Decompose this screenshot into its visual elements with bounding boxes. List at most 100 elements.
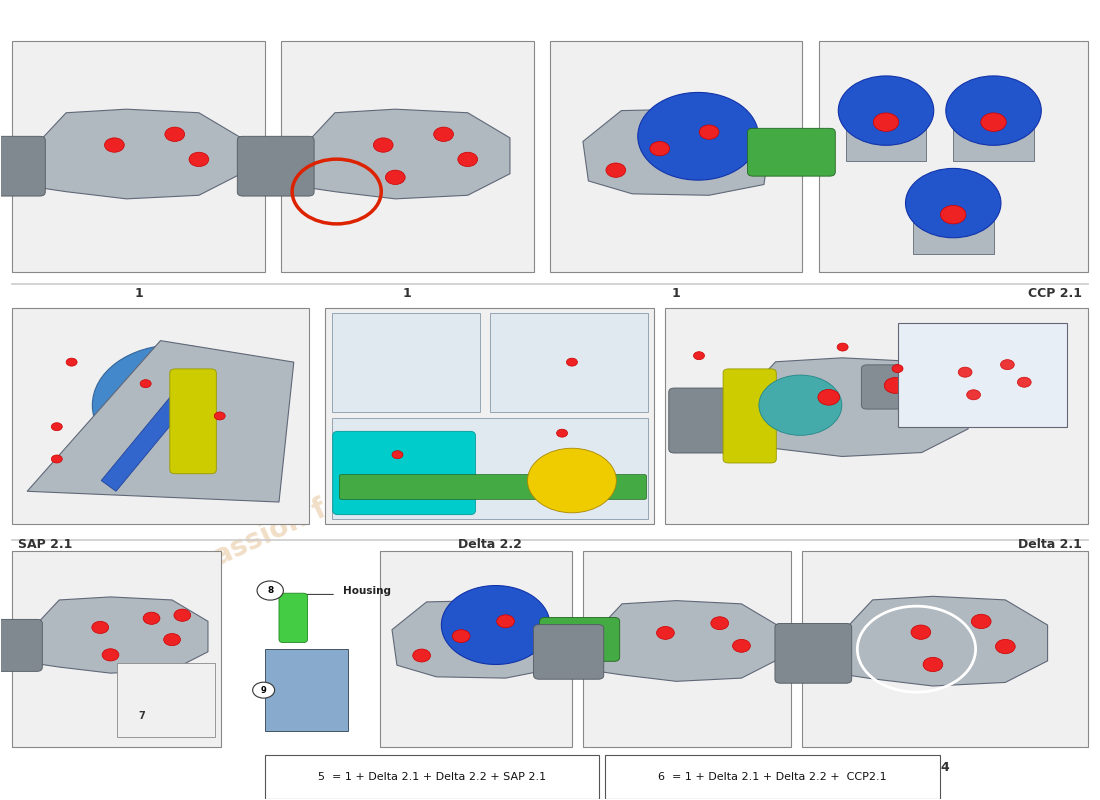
Circle shape — [837, 343, 848, 351]
Polygon shape — [843, 596, 1047, 686]
FancyBboxPatch shape — [540, 618, 619, 662]
Circle shape — [711, 617, 728, 630]
FancyBboxPatch shape — [818, 42, 1088, 273]
Circle shape — [66, 358, 77, 366]
FancyBboxPatch shape — [238, 136, 315, 196]
FancyBboxPatch shape — [282, 42, 534, 273]
Circle shape — [566, 358, 578, 366]
Circle shape — [174, 609, 190, 622]
Circle shape — [958, 367, 972, 377]
Text: 1: 1 — [403, 286, 411, 300]
Circle shape — [433, 127, 453, 142]
Circle shape — [458, 152, 477, 166]
Circle shape — [214, 412, 225, 420]
Text: Delta 2.2: Delta 2.2 — [458, 538, 521, 551]
Polygon shape — [595, 601, 780, 682]
Circle shape — [838, 76, 934, 146]
FancyBboxPatch shape — [379, 551, 572, 746]
Polygon shape — [34, 597, 208, 673]
FancyBboxPatch shape — [265, 649, 348, 731]
Circle shape — [164, 634, 180, 646]
FancyBboxPatch shape — [802, 551, 1088, 746]
Polygon shape — [583, 109, 769, 195]
Circle shape — [412, 649, 430, 662]
Circle shape — [650, 142, 670, 156]
Circle shape — [911, 625, 931, 639]
Circle shape — [818, 390, 839, 405]
FancyBboxPatch shape — [0, 619, 42, 671]
FancyBboxPatch shape — [12, 551, 221, 746]
Circle shape — [759, 375, 842, 435]
Circle shape — [92, 622, 109, 634]
Polygon shape — [36, 109, 241, 199]
FancyBboxPatch shape — [332, 313, 480, 412]
Circle shape — [693, 352, 704, 360]
FancyBboxPatch shape — [748, 128, 835, 176]
FancyBboxPatch shape — [898, 323, 1067, 426]
Circle shape — [143, 612, 160, 624]
Polygon shape — [305, 109, 510, 199]
Circle shape — [1001, 360, 1014, 370]
Text: SAP 2.1: SAP 2.1 — [18, 538, 73, 551]
Circle shape — [884, 378, 906, 394]
FancyBboxPatch shape — [846, 110, 926, 162]
Circle shape — [392, 450, 403, 458]
Circle shape — [946, 76, 1042, 146]
FancyBboxPatch shape — [332, 418, 648, 519]
Circle shape — [253, 682, 275, 698]
Circle shape — [873, 113, 899, 131]
Circle shape — [257, 581, 284, 600]
FancyBboxPatch shape — [913, 203, 993, 254]
Text: 2: 2 — [472, 761, 481, 774]
Circle shape — [981, 113, 1007, 131]
Text: a passion for parts since 1965: a passion for parts since 1965 — [165, 367, 606, 592]
Polygon shape — [392, 601, 560, 678]
Circle shape — [911, 405, 933, 421]
Text: 3: 3 — [683, 761, 692, 774]
FancyBboxPatch shape — [12, 308, 309, 523]
FancyBboxPatch shape — [339, 474, 647, 499]
FancyBboxPatch shape — [0, 136, 45, 196]
FancyBboxPatch shape — [669, 388, 752, 453]
Polygon shape — [28, 341, 294, 502]
Text: 6  = 1 + Delta 2.1 + Delta 2.2 +  CCP2.1: 6 = 1 + Delta 2.1 + Delta 2.2 + CCP2.1 — [658, 772, 887, 782]
Circle shape — [189, 152, 209, 166]
Circle shape — [102, 649, 119, 661]
Text: Delta 2.1: Delta 2.1 — [1019, 538, 1082, 551]
Polygon shape — [101, 373, 205, 491]
Circle shape — [165, 127, 185, 142]
Circle shape — [373, 138, 393, 152]
FancyBboxPatch shape — [605, 754, 939, 798]
FancyBboxPatch shape — [326, 308, 654, 523]
Text: 9: 9 — [261, 686, 266, 694]
FancyBboxPatch shape — [490, 313, 648, 412]
Circle shape — [892, 365, 903, 373]
FancyBboxPatch shape — [583, 551, 791, 746]
Circle shape — [905, 169, 1001, 238]
FancyBboxPatch shape — [861, 365, 918, 409]
Circle shape — [996, 639, 1015, 654]
FancyBboxPatch shape — [774, 623, 851, 683]
Polygon shape — [742, 358, 968, 457]
Circle shape — [452, 630, 470, 642]
Text: 5  = 1 + Delta 2.1 + Delta 2.2 + SAP 2.1: 5 = 1 + Delta 2.1 + Delta 2.2 + SAP 2.1 — [318, 772, 546, 782]
Circle shape — [52, 422, 63, 430]
Circle shape — [638, 93, 759, 180]
Circle shape — [657, 626, 674, 639]
FancyBboxPatch shape — [265, 754, 600, 798]
Circle shape — [971, 614, 991, 629]
Circle shape — [967, 390, 980, 400]
Circle shape — [557, 429, 568, 437]
Text: Housing: Housing — [342, 586, 390, 595]
Circle shape — [528, 448, 616, 513]
Circle shape — [1018, 377, 1031, 387]
FancyBboxPatch shape — [666, 308, 1088, 523]
FancyBboxPatch shape — [534, 625, 604, 679]
Circle shape — [52, 455, 63, 463]
FancyBboxPatch shape — [12, 42, 265, 273]
Circle shape — [940, 206, 966, 224]
Circle shape — [104, 138, 124, 152]
FancyBboxPatch shape — [117, 663, 214, 737]
Circle shape — [497, 615, 515, 628]
Circle shape — [606, 163, 626, 178]
